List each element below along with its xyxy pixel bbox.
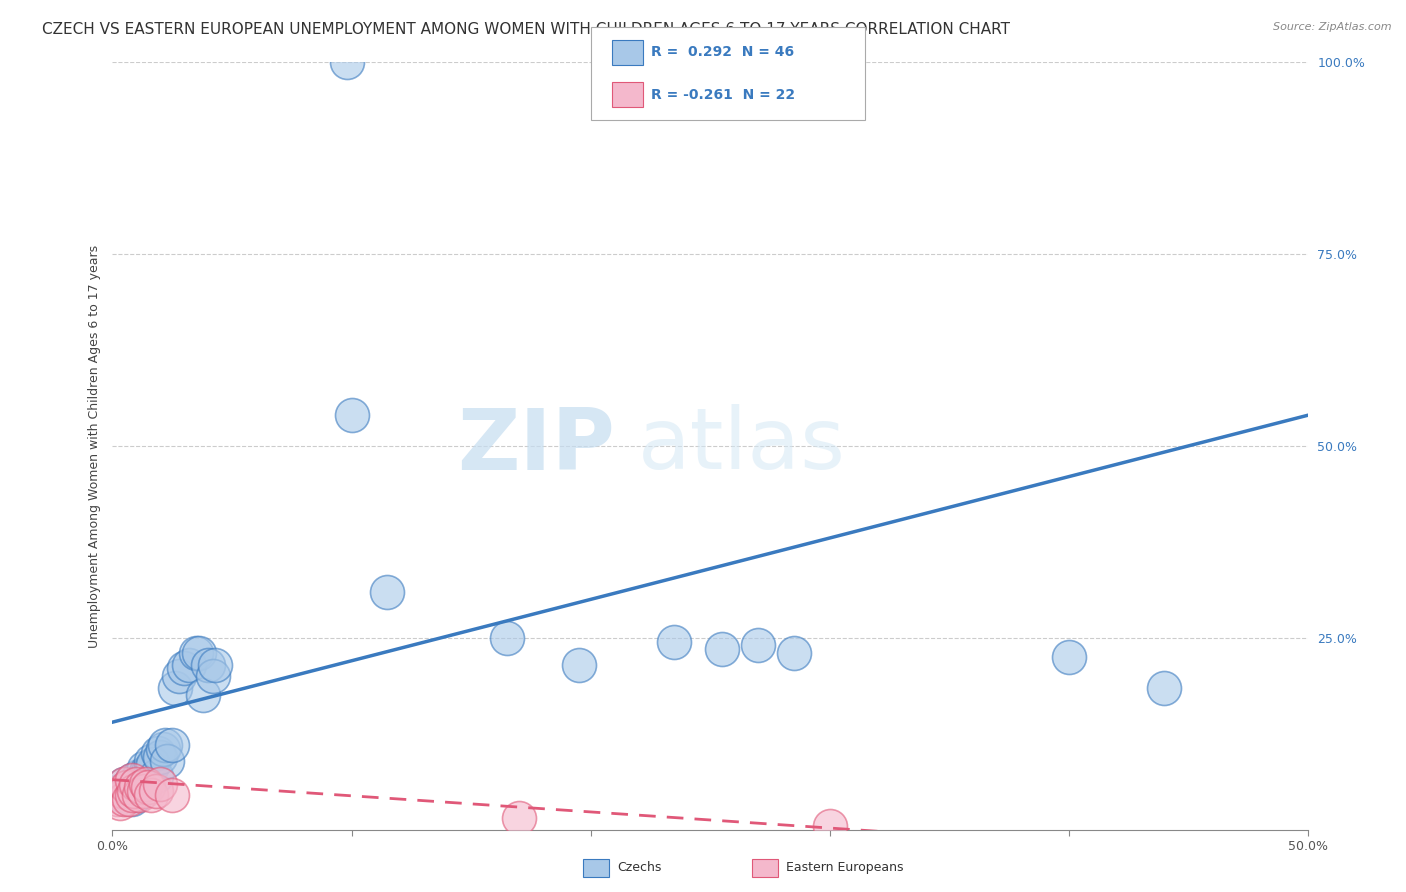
- Point: [139, 761, 162, 775]
- Text: Eastern Europeans: Eastern Europeans: [786, 862, 904, 874]
- Point: [177, 657, 200, 672]
- Point: [163, 681, 186, 695]
- Point: [568, 657, 591, 672]
- Point: [162, 738, 183, 752]
- Text: R = -0.261  N = 22: R = -0.261 N = 22: [651, 87, 796, 102]
- Point: [121, 772, 143, 787]
- Point: [186, 646, 208, 660]
- Text: Source: ZipAtlas.com: Source: ZipAtlas.com: [1274, 22, 1392, 32]
- Point: [122, 780, 145, 795]
- Text: Czechs: Czechs: [617, 862, 662, 874]
- Point: [197, 657, 219, 672]
- Point: [122, 784, 145, 798]
- Text: atlas: atlas: [638, 404, 846, 488]
- Point: [193, 689, 215, 703]
- Point: [201, 669, 224, 683]
- Point: [142, 757, 165, 772]
- Point: [169, 669, 191, 683]
- Point: [114, 776, 135, 790]
- Point: [782, 646, 804, 660]
- Point: [111, 784, 134, 798]
- Point: [149, 776, 172, 790]
- Point: [138, 780, 160, 795]
- Point: [1153, 681, 1175, 695]
- Point: [603, 55, 626, 70]
- Point: [108, 784, 131, 798]
- Point: [132, 761, 155, 775]
- Point: [508, 811, 530, 825]
- Point: [114, 792, 135, 806]
- Point: [187, 646, 209, 660]
- Point: [132, 776, 155, 790]
- Point: [129, 780, 152, 795]
- Point: [118, 792, 141, 806]
- Point: [115, 780, 138, 795]
- Point: [114, 776, 135, 790]
- Text: ZIP: ZIP: [457, 404, 614, 488]
- Point: [128, 788, 150, 802]
- Point: [145, 784, 167, 798]
- Point: [115, 780, 138, 795]
- Point: [125, 788, 148, 802]
- Point: [105, 792, 128, 806]
- Point: [138, 765, 160, 780]
- Point: [132, 784, 155, 798]
- Point: [152, 742, 174, 756]
- Point: [135, 776, 157, 790]
- Point: [118, 784, 141, 798]
- Point: [146, 746, 169, 760]
- Point: [1057, 649, 1080, 664]
- Point: [711, 642, 734, 657]
- Point: [135, 765, 157, 780]
- Point: [377, 584, 399, 599]
- Point: [149, 749, 172, 764]
- Point: [664, 634, 686, 648]
- Point: [145, 769, 167, 783]
- Y-axis label: Unemployment Among Women with Children Ages 6 to 17 years: Unemployment Among Women with Children A…: [89, 244, 101, 648]
- Point: [340, 409, 363, 423]
- Point: [204, 657, 226, 672]
- Point: [162, 788, 183, 802]
- Point: [108, 796, 131, 810]
- Text: CZECH VS EASTERN EUROPEAN UNEMPLOYMENT AMONG WOMEN WITH CHILDREN AGES 6 TO 17 YE: CZECH VS EASTERN EUROPEAN UNEMPLOYMENT A…: [42, 22, 1010, 37]
- Point: [139, 788, 162, 802]
- Point: [125, 776, 148, 790]
- Point: [156, 754, 179, 768]
- Point: [496, 631, 519, 645]
- Point: [121, 792, 143, 806]
- Point: [121, 788, 143, 802]
- Text: R =  0.292  N = 46: R = 0.292 N = 46: [651, 45, 794, 60]
- Point: [173, 661, 195, 675]
- Point: [129, 780, 152, 795]
- Point: [336, 55, 359, 70]
- Point: [121, 772, 143, 787]
- Point: [782, 55, 804, 70]
- Point: [125, 776, 148, 790]
- Point: [139, 754, 162, 768]
- Point: [128, 769, 150, 783]
- Point: [111, 788, 134, 802]
- Point: [747, 639, 769, 653]
- Point: [153, 738, 176, 752]
- Point: [818, 819, 841, 833]
